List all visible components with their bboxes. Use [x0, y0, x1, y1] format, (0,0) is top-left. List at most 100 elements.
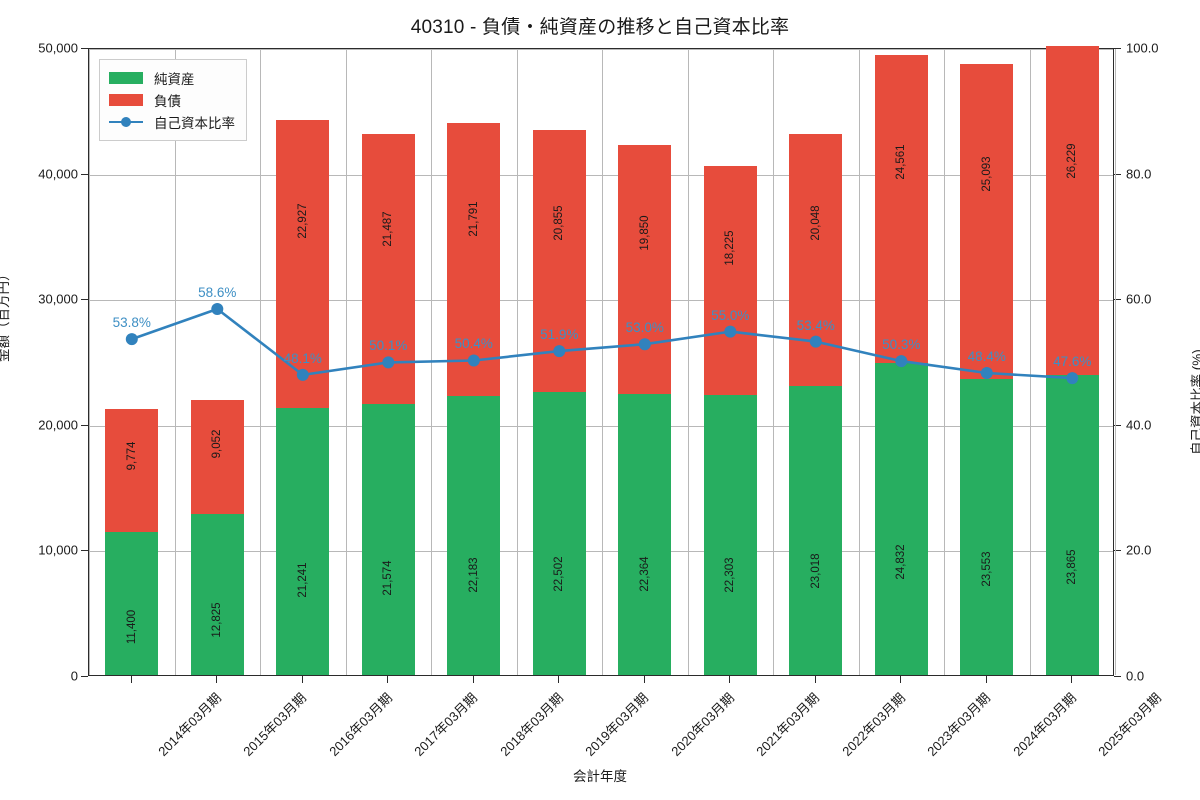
legend-label-equity-ratio: 自己資本比率: [154, 116, 235, 131]
bar-segment-liabilities[interactable]: 19,850: [618, 144, 672, 395]
y-axis-tick-left: 20,000: [38, 417, 78, 433]
ratio-line-marker[interactable]: [638, 338, 651, 351]
bar-segment-equity[interactable]: 23,865: [1045, 375, 1099, 675]
x-axis-tickmark: [1071, 676, 1073, 683]
bar-segment-equity[interactable]: 24,832: [874, 363, 928, 675]
legend-item-equity-ratio: 自己資本比率: [109, 111, 235, 133]
gridline-vertical: [260, 49, 261, 675]
bar-group[interactable]: 23,865 26,229: [1045, 45, 1099, 675]
x-axis-tickmark: [558, 676, 560, 683]
y-axis-tickmark-left: [81, 48, 88, 49]
ratio-value-label: 50.1%: [369, 338, 408, 354]
legend-label-liabilities: 負債: [154, 94, 181, 109]
bar-segment-equity[interactable]: 12,825: [190, 513, 244, 675]
gridline-horizontal: [89, 551, 1113, 553]
ratio-line-marker[interactable]: [211, 303, 224, 315]
x-axis-tickmark: [985, 676, 987, 683]
bar-group[interactable]: 11,400 9,774: [105, 409, 159, 675]
bar-segment-liabilities[interactable]: 26,229: [1045, 45, 1099, 376]
x-axis-tick-label: 2021年03月期: [753, 690, 823, 759]
gridline-vertical: [89, 49, 90, 675]
ratio-line-path: [131, 307, 1073, 380]
bar-group[interactable]: 23,553 25,093: [960, 64, 1014, 675]
gridline-vertical: [944, 49, 945, 675]
y-axis-tick-right: 20.0: [1126, 542, 1152, 558]
gridline-horizontal: [89, 174, 1113, 176]
bar-segment-equity[interactable]: 22,364: [618, 394, 672, 675]
x-axis-label: 会計年度: [573, 769, 627, 784]
chart-legend: 純資産 負債 自己資本比率: [99, 59, 247, 141]
x-axis-tick-label: 2014年03月期: [155, 690, 224, 759]
ratio-line-marker[interactable]: [296, 368, 309, 381]
ratio-line-marker[interactable]: [895, 355, 908, 368]
bar-group[interactable]: 22,502 20,855: [532, 130, 586, 675]
bar-segment-liabilities[interactable]: 9,052: [190, 400, 244, 514]
y-axis-tickmark-left: [81, 424, 88, 426]
x-axis-tick-label: 2015年03月期: [240, 690, 310, 759]
gridline-vertical: [602, 49, 603, 675]
legend-swatch-liabilities: [109, 94, 143, 106]
bar-group[interactable]: 12,825 9,052: [190, 400, 244, 675]
bar-segment-liabilities[interactable]: 25,093: [960, 64, 1014, 380]
y-axis-tick-left: 10,000: [38, 542, 78, 558]
bar-segment-equity[interactable]: 23,553: [960, 379, 1014, 675]
bar-segment-equity[interactable]: 23,018: [789, 385, 843, 675]
gridline-horizontal: [89, 425, 1113, 427]
x-axis-tick-label: 2020年03月期: [668, 690, 737, 759]
gridline-vertical: [346, 49, 347, 675]
bar-segment-liabilities[interactable]: 21,791: [447, 122, 501, 397]
bar-segment-equity[interactable]: 11,400: [105, 531, 159, 675]
y-axis-tickmark-right: [1114, 676, 1121, 677]
y-axis-tickmark-left: [81, 676, 88, 677]
ratio-line-marker[interactable]: [467, 354, 480, 367]
ratio-line-marker[interactable]: [809, 335, 822, 348]
y-axis-tickmark-left: [81, 299, 88, 301]
y-axis-tick-right: 80.0: [1126, 166, 1152, 182]
bar-group[interactable]: 22,364 19,850: [618, 144, 672, 675]
bar-segment-equity[interactable]: 21,574: [361, 404, 415, 675]
gridline-vertical: [688, 49, 689, 675]
bar-segment-equity[interactable]: 22,502: [532, 392, 586, 675]
gridline-vertical: [517, 49, 518, 675]
ratio-value-label: 58.6%: [198, 284, 237, 300]
y-axis-tick-right: 60.0: [1126, 291, 1152, 307]
x-axis-tick-label: 2018年03月期: [497, 690, 566, 759]
ratio-line-marker[interactable]: [125, 333, 138, 346]
x-axis-tickmark: [729, 676, 731, 683]
y-axis-tickmark-right: [1114, 550, 1121, 552]
plot-area: 11,400 9,774 12,825 9,052 21,241 22,927 21,574…: [88, 45, 1116, 676]
x-axis-tickmark: [900, 676, 902, 683]
ratio-line-marker[interactable]: [382, 356, 395, 369]
bar-group[interactable]: 22,303 18,225: [703, 165, 757, 675]
ratio-value-label: 55.0%: [711, 307, 750, 323]
gridline-horizontal: [89, 49, 1113, 50]
ratio-value-label: 53.0%: [625, 320, 664, 336]
bar-segment-liabilities[interactable]: 24,561: [874, 54, 928, 364]
y-axis-tick-left: 0: [70, 668, 78, 684]
ratio-line-marker[interactable]: [724, 325, 737, 338]
gridline-vertical: [1115, 49, 1116, 675]
bar-segment-liabilities[interactable]: 9,774: [105, 409, 159, 532]
x-axis-tick-label: 2024年03月期: [1010, 690, 1079, 759]
x-axis-tick-label: 2019年03月期: [582, 690, 652, 759]
bar-group[interactable]: 22,183 21,791: [447, 122, 501, 675]
bar-group[interactable]: 21,241 22,927: [276, 120, 330, 675]
ratio-line-marker[interactable]: [980, 367, 993, 379]
grid-layer: [89, 49, 1116, 675]
bar-segment-equity[interactable]: 22,183: [447, 396, 501, 675]
ratio-value-label: 48.1%: [283, 350, 322, 366]
ratio-value-label: 50.3%: [882, 337, 921, 353]
bar-group[interactable]: 24,832 24,561: [874, 54, 928, 675]
bar-group[interactable]: 23,018 20,048: [789, 134, 843, 675]
bar-segment-liabilities[interactable]: 18,225: [703, 165, 757, 395]
y-axis-label-right: 自己資本比率 (%): [1190, 349, 1200, 455]
x-axis-tickmark: [814, 676, 816, 683]
bar-segment-equity[interactable]: 21,241: [276, 408, 330, 675]
ratio-value-label: 53.4%: [796, 317, 835, 333]
ratio-line-marker[interactable]: [553, 345, 566, 358]
bar-segment-equity[interactable]: 22,303: [703, 394, 757, 675]
ratio-line-marker[interactable]: [1066, 372, 1079, 385]
ratio-line-svg: [125, 303, 1079, 385]
x-axis-tickmark: [216, 676, 218, 683]
